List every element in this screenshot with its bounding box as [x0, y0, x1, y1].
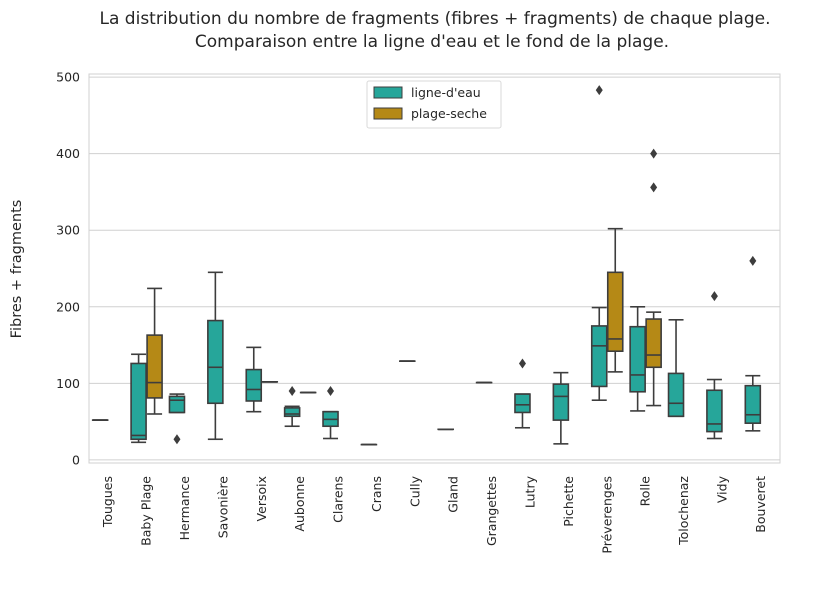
box-ligne-d-eau-bouveret-outlier-0	[749, 255, 757, 266]
y-tick-label-200: 200	[56, 299, 80, 314]
x-tick-label-clarens: Clarens	[331, 476, 346, 523]
x-tick-label-bouveret: Bouveret	[753, 476, 768, 533]
chart-title-line-2: Comparaison entre la ligne d'eau et le f…	[195, 32, 669, 52]
box-plage-seche-baby-plage	[146, 287, 163, 415]
x-tick-label-tolochenaz: Tolochenaz	[676, 476, 691, 546]
x-tick-label-crans: Crans	[369, 476, 384, 512]
x-tick-label-baby-plage: Baby Plage	[139, 476, 154, 546]
x-tick-label-vidy: Vidy	[714, 475, 729, 503]
box-ligne-d-eau-hermance	[168, 393, 186, 445]
x-tick-label-cully: Cully	[407, 475, 422, 507]
box-ligne-d-eau-rolle-iqr-box	[629, 325, 646, 393]
box-plage-seche-rolle	[645, 148, 662, 407]
box-ligne-d-eau-pichette-iqr-box	[552, 383, 570, 421]
box-ligne-d-eau-aubonne	[283, 386, 301, 428]
box-ligne-d-eau-lutry-outlier-0	[518, 358, 526, 369]
box-plage-seche-rolle-outlier-0	[650, 182, 658, 193]
box-ligne-d-eau-savoniere	[207, 271, 224, 441]
x-tick-label-rolle: Rolle	[638, 476, 653, 507]
box-ligne-d-eau-vidy-outlier-0	[710, 291, 718, 302]
legend-swatch-ligne-deau	[373, 86, 403, 99]
box-plage-seche-rolle-outlier-1	[650, 148, 658, 159]
box-ligne-d-eau-bouveret	[744, 255, 762, 432]
y-tick-label-400: 400	[56, 146, 80, 161]
y-tick-labels: 0 100 200 300 400 500	[56, 70, 80, 468]
box-ligne-d-eau-vidy	[706, 291, 723, 440]
x-tick-labels: Tougues Baby Plage Hermance Savonière Versoi…	[100, 475, 768, 553]
x-tick-label-hermance: Hermance	[177, 476, 192, 541]
legend-label-plage-seche: plage-seche	[411, 106, 487, 121]
box-plage-seche-preverenges	[606, 227, 624, 373]
y-tick-label-100: 100	[56, 376, 80, 391]
x-tick-label-pichette: Pichette	[561, 476, 576, 527]
x-tick-label-tougues: Tougues	[100, 476, 115, 528]
box-ligne-d-eau-tolochenaz	[667, 319, 685, 418]
box-ligne-d-eau-baby-plage	[130, 353, 147, 444]
box-ligne-d-eau-tolochenaz-iqr-box	[667, 372, 685, 418]
box-ligne-d-eau-clarens	[322, 386, 339, 440]
box-ligne-d-eau-preverenges-outlier-0	[595, 85, 603, 96]
box-plage-seche-preverenges-iqr-box	[606, 271, 624, 353]
plot-area-frame	[88, 73, 781, 464]
box-ligne-d-eau-lutry-iqr-box	[514, 393, 531, 414]
y-tick-label-500: 500	[56, 70, 80, 85]
box-ligne-d-eau-versoix	[245, 346, 263, 413]
box-ligne-d-eau-lutry	[514, 358, 531, 429]
box-ligne-d-eau-aubonne-outlier-0	[288, 386, 296, 397]
x-tick-label-grangettes: Grangettes	[484, 476, 499, 546]
chart-title-line-1: La distribution du nombre de fragments (…	[100, 9, 771, 29]
x-tick-label-gland: Gland	[446, 476, 461, 513]
box-ligne-d-eau-savoniere-iqr-box	[207, 319, 224, 405]
box-ligne-d-eau-rolle	[629, 305, 646, 412]
box-ligne-d-eau-hermance-iqr-box	[168, 395, 186, 414]
x-tick-label-savoniere: Savonière	[215, 476, 230, 539]
box-ligne-d-eau-versoix-iqr-box	[245, 368, 263, 402]
box-ligne-d-eau-baby-plage-iqr-box	[130, 362, 147, 441]
box-ligne-d-eau-preverenges-iqr-box	[590, 325, 608, 388]
y-tick-label-300: 300	[56, 223, 80, 238]
grid-lines	[89, 76, 780, 461]
y-tick-label-0: 0	[72, 452, 80, 467]
box-ligne-d-eau-aubonne-iqr-box	[283, 407, 301, 418]
boxes-layer	[91, 85, 762, 446]
x-tick-label-versoix: Versoix	[254, 476, 269, 521]
box-plage-seche-rolle-iqr-box	[645, 318, 662, 369]
box-ligne-d-eau-preverenges	[590, 85, 608, 402]
x-tick-label-preverenges: Préverenges	[599, 476, 614, 554]
x-tick-label-aubonne: Aubonne	[292, 476, 307, 532]
box-ligne-d-eau-vidy-iqr-box	[706, 389, 723, 433]
box-ligne-d-eau-hermance-outlier-0	[173, 434, 181, 445]
x-tick-label-lutry: Lutry	[522, 475, 537, 508]
box-ligne-d-eau-bouveret-iqr-box	[744, 384, 762, 424]
box-plage-seche-baby-plage-iqr-box	[146, 334, 163, 399]
box-ligne-d-eau-clarens-outlier-0	[327, 386, 335, 397]
legend: ligne-d'eau plage-seche	[366, 80, 502, 129]
y-axis-label: Fibres + fragments	[9, 200, 25, 339]
box-ligne-d-eau-pichette	[552, 371, 570, 445]
legend-swatch-plage-seche	[373, 107, 403, 120]
legend-label-ligne-deau: ligne-d'eau	[411, 85, 481, 100]
